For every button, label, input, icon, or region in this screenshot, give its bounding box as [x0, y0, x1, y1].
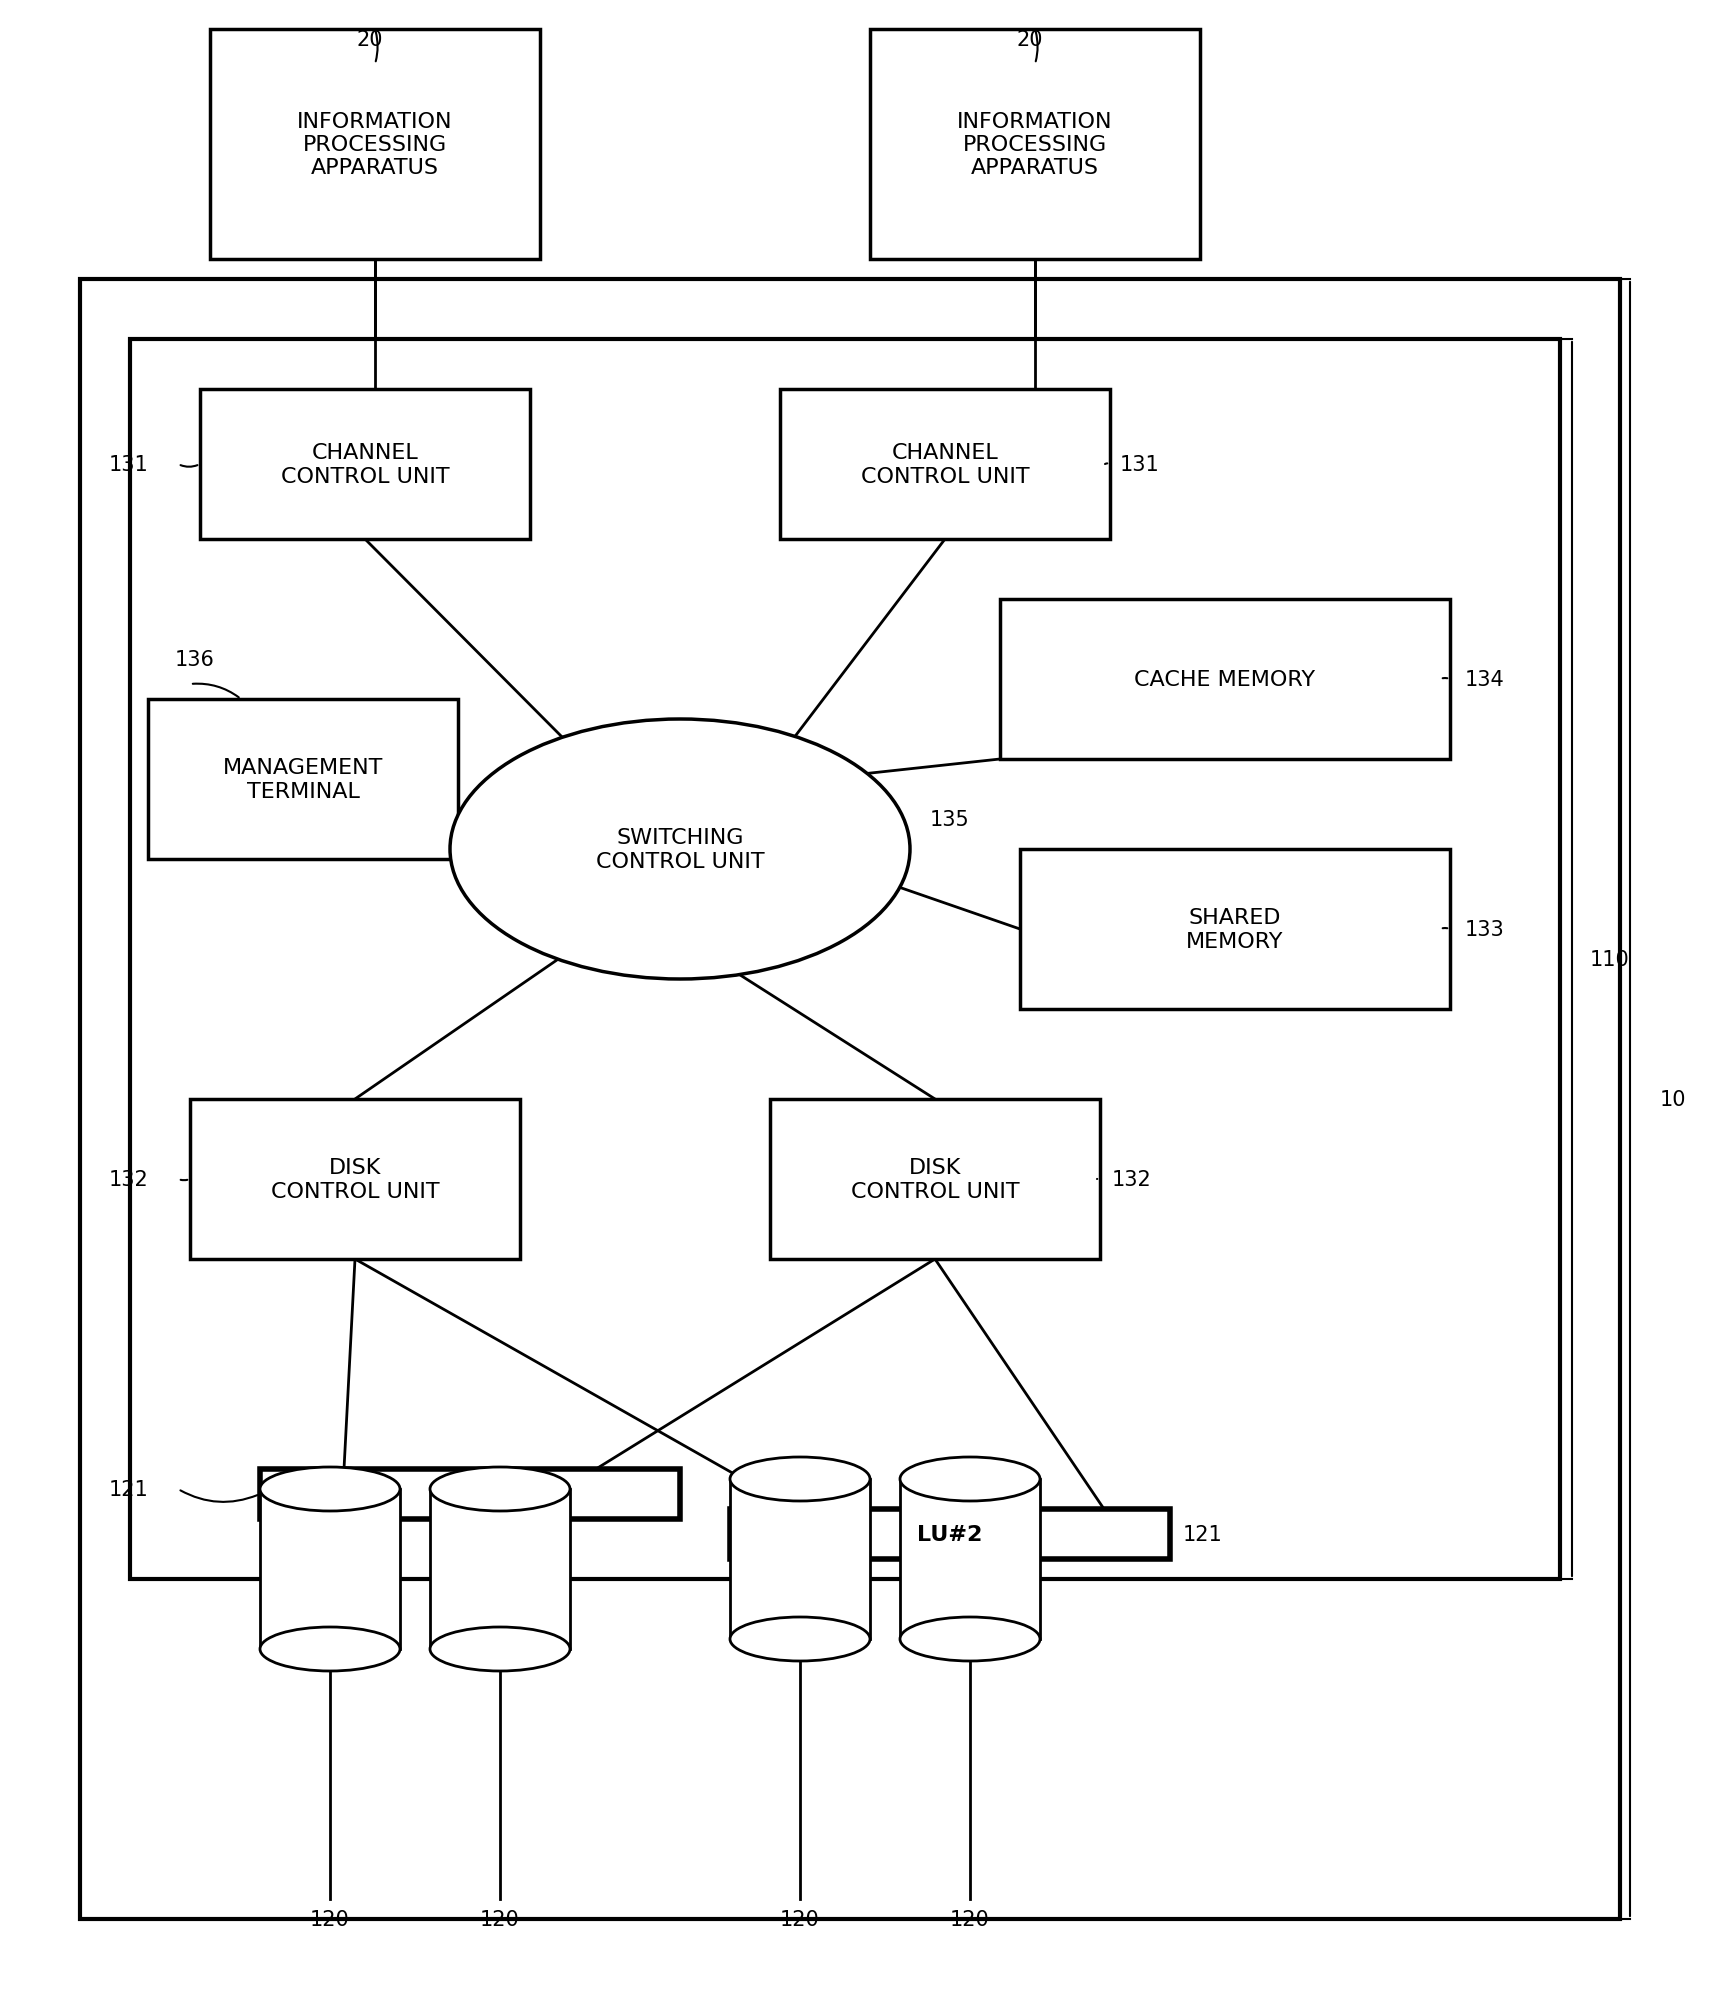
Bar	[148, 699, 458, 859]
Bar	[779, 390, 1109, 539]
Text: LU#2: LU#2	[917, 1524, 982, 1544]
Text: 120: 120	[480, 1908, 519, 1928]
Text: 10: 10	[1660, 1089, 1687, 1109]
Text: MANAGEMENT
TERMINAL: MANAGEMENT TERMINAL	[224, 757, 384, 801]
Bar	[900, 1479, 1041, 1638]
Text: SHARED
MEMORY: SHARED MEMORY	[1187, 907, 1283, 951]
Text: DISK
CONTROL UNIT: DISK CONTROL UNIT	[851, 1157, 1020, 1201]
Bar	[870, 30, 1201, 260]
Text: 121: 121	[1183, 1524, 1223, 1544]
Bar	[210, 30, 540, 260]
Ellipse shape	[900, 1457, 1041, 1500]
Text: 134: 134	[1465, 669, 1505, 689]
Bar	[430, 1489, 569, 1648]
Ellipse shape	[729, 1616, 870, 1660]
Bar	[771, 1099, 1101, 1259]
Bar	[260, 1489, 401, 1648]
Bar	[999, 599, 1450, 759]
Text: 132: 132	[108, 1169, 148, 1189]
Bar	[260, 1469, 679, 1518]
Text: 120: 120	[310, 1908, 349, 1928]
Ellipse shape	[260, 1467, 401, 1510]
Ellipse shape	[430, 1467, 569, 1510]
Text: CACHE MEMORY: CACHE MEMORY	[1135, 669, 1316, 689]
Bar	[81, 280, 1620, 1918]
Text: DISK
CONTROL UNIT: DISK CONTROL UNIT	[270, 1157, 439, 1201]
Text: 131: 131	[1120, 456, 1159, 476]
Text: CHANNEL
CONTROL UNIT: CHANNEL CONTROL UNIT	[280, 444, 449, 486]
Text: 120: 120	[949, 1908, 991, 1928]
Text: 136: 136	[175, 649, 215, 669]
Bar	[131, 340, 1560, 1578]
Bar	[729, 1479, 870, 1638]
Bar	[1020, 849, 1450, 1009]
Text: LU#1: LU#1	[437, 1485, 502, 1504]
Text: 110: 110	[1589, 949, 1631, 969]
Text: 133: 133	[1465, 919, 1505, 939]
Text: INFORMATION
PROCESSING
APPARATUS: INFORMATION PROCESSING APPARATUS	[958, 112, 1113, 178]
Ellipse shape	[451, 719, 910, 979]
Ellipse shape	[900, 1616, 1041, 1660]
Bar	[729, 1508, 1170, 1558]
Ellipse shape	[430, 1626, 569, 1670]
Text: INFORMATION
PROCESSING
APPARATUS: INFORMATION PROCESSING APPARATUS	[298, 112, 452, 178]
Text: 135: 135	[931, 809, 970, 829]
Bar	[189, 1099, 519, 1259]
Text: 20: 20	[356, 30, 384, 50]
Bar	[200, 390, 530, 539]
Text: 131: 131	[108, 456, 148, 476]
Text: 20: 20	[1017, 30, 1044, 50]
Text: CHANNEL
CONTROL UNIT: CHANNEL CONTROL UNIT	[860, 444, 1029, 486]
Ellipse shape	[260, 1626, 401, 1670]
Ellipse shape	[729, 1457, 870, 1500]
Text: SWITCHING
CONTROL UNIT: SWITCHING CONTROL UNIT	[595, 827, 764, 871]
Text: 120: 120	[781, 1908, 820, 1928]
Text: 121: 121	[108, 1479, 148, 1498]
Text: 132: 132	[1113, 1169, 1152, 1189]
